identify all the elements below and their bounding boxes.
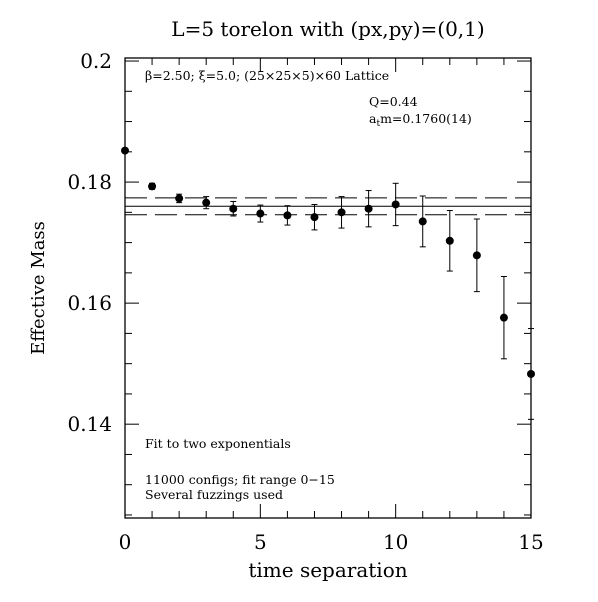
y-tick-label: 0.18 (67, 170, 112, 194)
data-point (527, 369, 535, 378)
mass-value: m=0.1760(14) (380, 111, 472, 126)
data-point (202, 198, 211, 207)
mass-subscript: t (376, 119, 380, 129)
y-tick-label: 0.14 (67, 412, 112, 436)
mass-symbol: a (369, 111, 377, 126)
data-point (337, 208, 346, 217)
plot-frame (124, 57, 532, 519)
chart-title: L=5 torelon with (px,py)=(0,1) (171, 17, 484, 41)
x-axis-label: time separation (248, 558, 407, 582)
x-tick-labels: 0 5 10 15 (119, 530, 544, 554)
data-point (499, 313, 508, 322)
y-tick-label: 0.2 (80, 49, 112, 73)
data-point (310, 213, 319, 222)
data-points (121, 146, 535, 420)
y-tick-label: 0.16 (67, 291, 112, 315)
x-tick-label: 15 (518, 530, 543, 554)
y-axis-label: Effective Mass (28, 221, 49, 355)
fit-band (125, 197, 531, 216)
mass-annotation: atm=0.1760(14) (369, 111, 472, 129)
data-point (256, 209, 265, 218)
data-point (148, 182, 157, 191)
y-tick-labels: 0.14 0.16 0.18 0.2 (67, 49, 112, 436)
data-point (121, 146, 129, 155)
data-point (472, 251, 481, 260)
x-tick-label: 0 (119, 530, 132, 554)
data-point (229, 204, 238, 213)
data-point (364, 204, 373, 213)
data-point (445, 236, 454, 245)
fuzzing-annotation: Several fuzzings used (145, 487, 283, 502)
x-tick-label: 10 (383, 530, 408, 554)
data-point (175, 194, 184, 203)
data-point (283, 211, 292, 220)
configs-annotation: 11000 configs; fit range 0−15 (145, 472, 335, 487)
q-annotation: Q=0.44 (369, 94, 418, 109)
data-point (391, 200, 400, 209)
x-tick-label: 5 (254, 530, 267, 554)
lattice-annotation: β=2.50; ξ=5.0; (25×25×5)×60 Lattice (145, 68, 389, 83)
axis-ticks (124, 58, 532, 518)
fit-type-annotation: Fit to two exponentials (145, 436, 291, 451)
data-point (418, 217, 427, 226)
